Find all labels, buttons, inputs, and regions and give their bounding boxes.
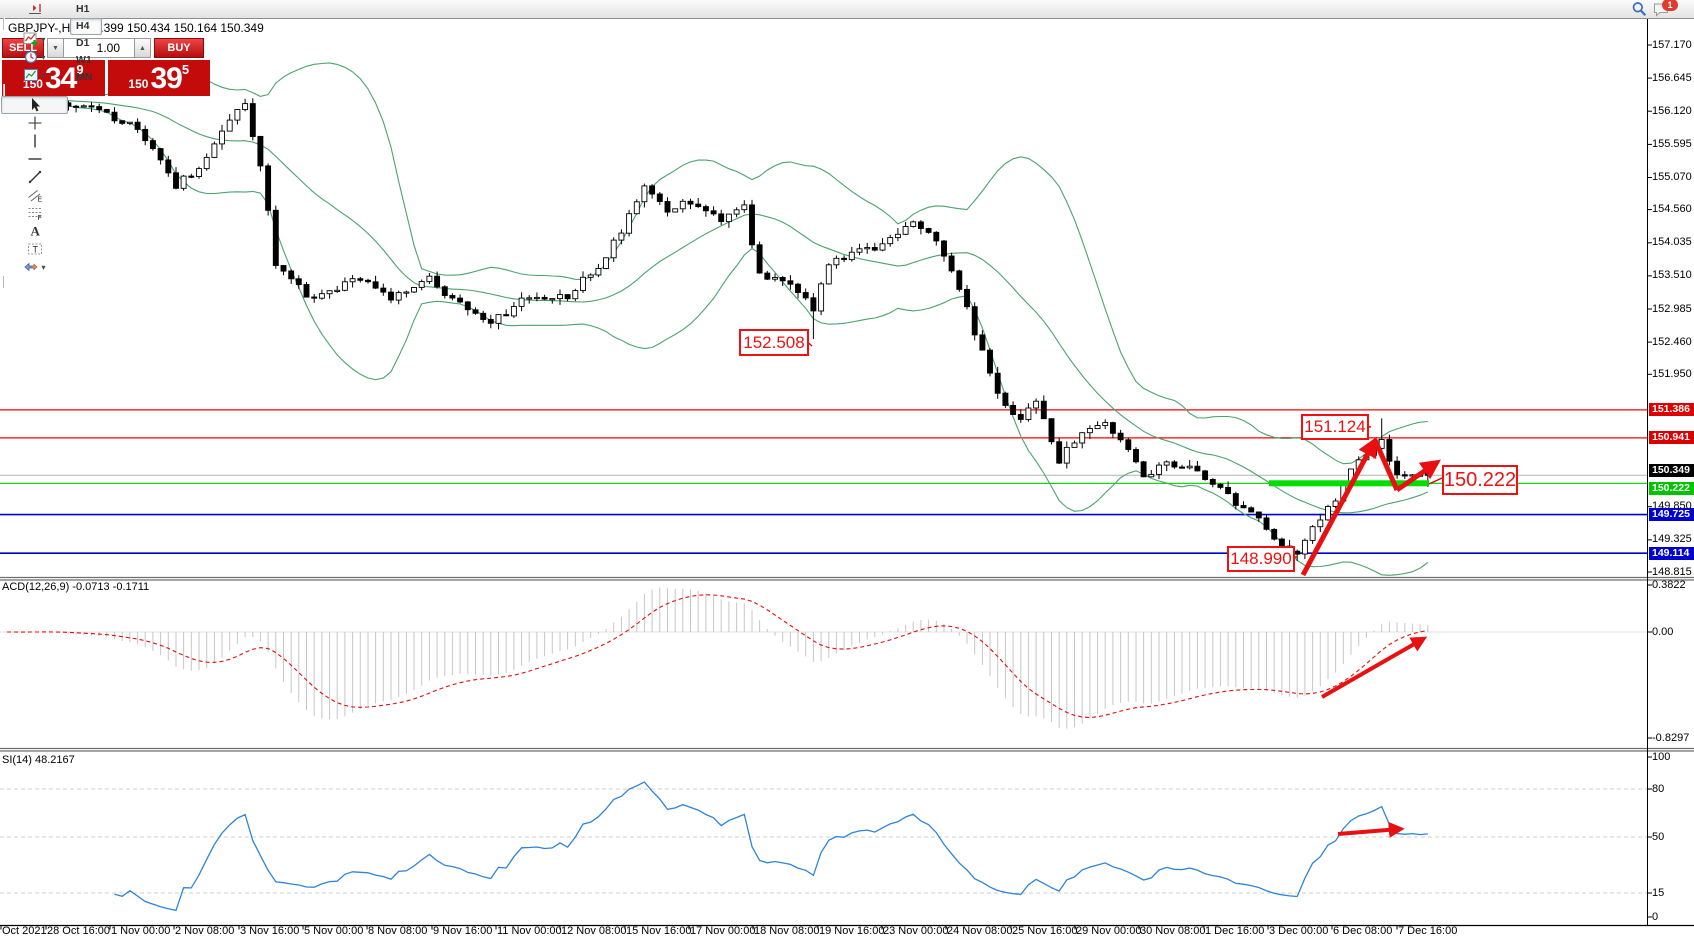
candlesticks xyxy=(4,89,1431,561)
svg-text:F: F xyxy=(37,215,41,221)
macd-label: ACD(12,26,9) -0.0713 -0.1711 xyxy=(2,581,150,593)
trendline-icon xyxy=(28,170,41,184)
macd-arrow[interactable] xyxy=(1321,636,1428,699)
text-a-icon: A xyxy=(30,224,40,239)
crosshair-icon xyxy=(28,116,41,130)
timeframe-h1-button[interactable]: H1 xyxy=(76,3,90,15)
fibo-f-button[interactable]: F xyxy=(1,204,68,222)
toolbar-right: 1 xyxy=(1627,0,1694,18)
dropdown-caret-icon: ▾ xyxy=(41,34,46,44)
svg-text:A: A xyxy=(30,224,40,239)
support-zone-line[interactable] xyxy=(1269,480,1429,487)
trendline-button[interactable] xyxy=(1,168,68,186)
template-button[interactable]: ▾ xyxy=(1,66,68,84)
fibo-f-icon: F xyxy=(28,208,41,221)
dropdown-caret-icon: ▾ xyxy=(41,262,46,272)
search-button[interactable] xyxy=(1628,0,1649,18)
dropdown-caret-icon: ▾ xyxy=(41,52,46,62)
timeframe-h4-button[interactable]: H4 xyxy=(70,17,103,35)
hline-icon xyxy=(28,158,41,160)
template-icon xyxy=(24,69,39,81)
sell-price-main: 34 xyxy=(44,62,77,95)
sell-price-tile[interactable]: 150 34 9 xyxy=(2,60,105,96)
rsi-arrow[interactable] xyxy=(1337,821,1405,838)
buy-price-prefix: 150 xyxy=(128,77,149,91)
buy-price-tile[interactable]: 150 39 5 xyxy=(107,60,210,96)
timeframe-mn-button[interactable]: MN xyxy=(76,71,93,83)
chart-shift-button[interactable] xyxy=(1,0,68,18)
clock-icon xyxy=(25,50,38,64)
vline-button[interactable] xyxy=(1,132,68,150)
toolbar-separator xyxy=(3,276,5,288)
shapes-button[interactable]: ▾ xyxy=(1,258,68,276)
timeframe-toolbar: M1M5M15M30H1H4D1W1MN xyxy=(69,0,103,86)
volume-up-spinner[interactable]: ▲ xyxy=(134,38,151,58)
toolbar-separator xyxy=(3,18,5,30)
bollinger-bands xyxy=(6,62,1429,576)
search-icon xyxy=(1632,2,1646,16)
dropdown-caret-icon: ▾ xyxy=(41,70,46,80)
timeframe-w1-button[interactable]: W1 xyxy=(76,54,92,66)
indicators-icon xyxy=(23,32,38,46)
cursor-button[interactable] xyxy=(1,96,68,114)
hline-button[interactable] xyxy=(1,150,68,168)
crosshair-button[interactable] xyxy=(1,114,68,132)
notifications-button[interactable]: 1 xyxy=(1651,0,1687,18)
trade-panel-prices: 150 34 9 150 39 5 xyxy=(2,60,210,96)
cursor-icon xyxy=(31,98,40,112)
channel-e-button[interactable]: E xyxy=(1,186,68,204)
vline-icon xyxy=(33,134,36,148)
label-t-icon: T xyxy=(27,243,42,255)
svg-text:T: T xyxy=(32,245,38,255)
one-click-trade-panel: SELL ▼ ▲ BUY 150 34 9 150 39 5 xyxy=(2,38,210,96)
timeframe-d1-button[interactable]: D1 xyxy=(76,37,90,49)
notification-badge: 1 xyxy=(1662,0,1678,11)
trend-arrows[interactable] xyxy=(1300,436,1441,577)
chart-shift-icon xyxy=(28,4,41,14)
macd-histogram xyxy=(14,587,1429,729)
clock-button[interactable]: ▾ xyxy=(1,48,68,66)
rsi-label: SI(14) 48.2167 xyxy=(2,754,75,766)
shapes-icon xyxy=(24,262,39,272)
svg-text:E: E xyxy=(37,197,42,204)
buy-button[interactable]: BUY xyxy=(154,38,204,58)
buy-price-main: 39 xyxy=(150,62,182,95)
channel-e-icon: E xyxy=(27,190,42,204)
volume-input[interactable] xyxy=(64,38,134,58)
toolbar-separator xyxy=(3,84,5,96)
volume-down-spinner[interactable]: ▼ xyxy=(47,38,64,58)
text-a-button[interactable]: A xyxy=(1,222,68,240)
indicators-button[interactable]: ▾ xyxy=(1,30,68,48)
trade-panel-controls: SELL ▼ ▲ BUY xyxy=(2,38,210,58)
sell-price-pip: 9 xyxy=(76,62,84,77)
buy-price-pip: 5 xyxy=(181,62,190,77)
label-t-button[interactable]: T xyxy=(1,240,68,258)
